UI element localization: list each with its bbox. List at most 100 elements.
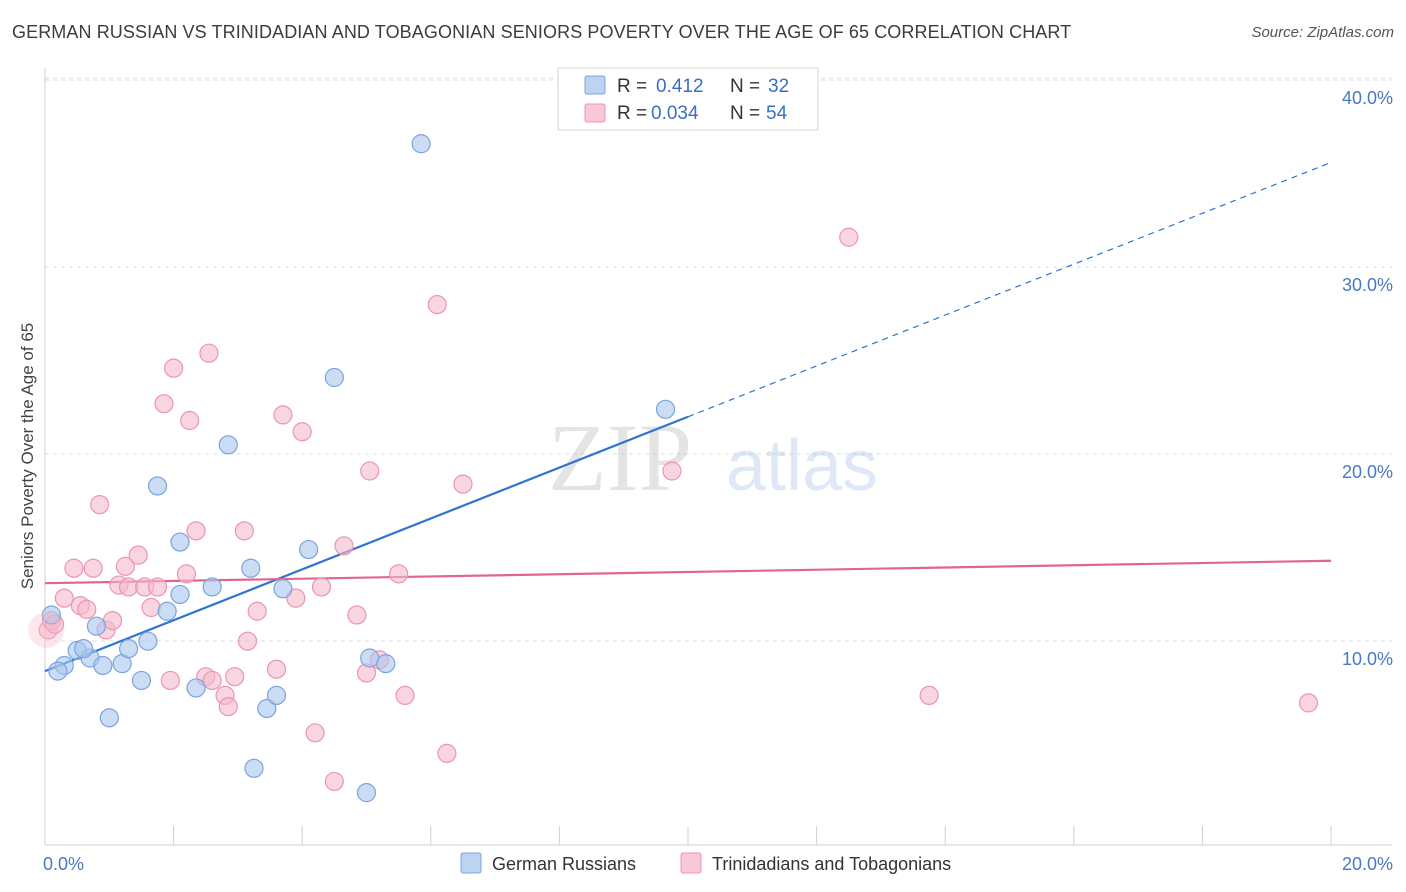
point-german-russian [73, 639, 94, 659]
point-trinidadian [225, 667, 245, 687]
source-label: Source: ZipAtlas.com [1251, 24, 1394, 41]
x-tick-labels: 0.0% 20.0% [43, 854, 1393, 874]
legend-r-value-1: 0.412 [656, 76, 704, 97]
watermark: ZIP atlas [548, 404, 878, 511]
point-german-russian [266, 685, 287, 706]
point-german-russian [118, 639, 139, 659]
legend-n-label-2: N = [730, 103, 760, 124]
point-trinidadian [141, 597, 161, 618]
point-trinidadian [919, 685, 939, 706]
legend-r-label-2: R = [617, 103, 647, 124]
point-german-russian [241, 558, 261, 578]
trend-lines [44, 161, 1332, 673]
point-trinidadian [102, 610, 123, 631]
point-german-russian [41, 605, 62, 625]
point-trinidadian [305, 723, 325, 743]
point-trinidadian [389, 564, 409, 584]
point-trinidadian [395, 685, 415, 706]
point-trinidadian [176, 564, 197, 584]
point-german-russian [186, 678, 206, 698]
point-trinidadian [453, 474, 473, 494]
point-trinidadian [77, 599, 97, 619]
point-german-russian [48, 661, 68, 681]
point-trinidadian [437, 743, 457, 763]
point-german-russian [147, 476, 168, 496]
point-trinidadian-cluster [28, 611, 65, 648]
y-tick-label: 40.0% [1342, 88, 1393, 108]
point-trinidadian [218, 697, 238, 717]
point-german-russian [170, 532, 190, 552]
point-trinidadian [199, 343, 219, 363]
point-trinidadian [311, 577, 332, 597]
point-trinidadian [237, 631, 258, 651]
y-tick-label: 20.0% [1342, 462, 1393, 482]
trend-line-extension [687, 161, 1332, 418]
point-trinidadian [83, 558, 103, 578]
y-tick-label: 30.0% [1342, 275, 1393, 295]
point-trinidadian [234, 521, 254, 541]
point-german-russian [131, 670, 152, 691]
x-tick-label: 0.0% [43, 854, 84, 874]
point-trinidadian [154, 394, 174, 414]
point-trinidadian [427, 294, 447, 315]
point-trinidadian [90, 495, 110, 515]
point-trinidadian [186, 521, 206, 541]
x-tick-label: 20.0% [1342, 854, 1393, 874]
point-trinidadian [360, 461, 380, 481]
point-german-russian [257, 698, 277, 719]
legend-n-label-1: N = [730, 76, 760, 97]
legend-n-value-2: 54 [766, 103, 788, 124]
point-trinidadian [273, 405, 293, 425]
point-german-russian [356, 783, 377, 803]
chart-title: GERMAN RUSSIAN VS TRINIDADIAN AND TOBAGO… [12, 22, 1072, 42]
point-german-russian [244, 758, 264, 778]
point-german-russian [218, 435, 238, 455]
series-label-trinidadians: Trinidadians and Tobagonians [712, 854, 951, 874]
legend-r-label-1: R = [617, 76, 647, 97]
point-german-russian [411, 134, 431, 154]
point-trinidadian [115, 556, 135, 576]
point-trinidadian [147, 577, 168, 597]
point-german-russian [360, 648, 380, 668]
point-trinidadian [118, 577, 139, 597]
point-trinidadian [292, 422, 312, 442]
point-german-russian [273, 579, 293, 599]
point-trinidadian [247, 601, 267, 621]
point-trinidadian [839, 227, 859, 247]
y-tick-label: 10.0% [1342, 649, 1393, 669]
series-swatch-trinidadians [680, 852, 702, 874]
point-trinidadian [202, 670, 222, 691]
watermark-zip: ZIP [548, 404, 692, 511]
point-trinidadian [334, 536, 354, 556]
series-legend: German Russians Trinidadians and Tobagon… [460, 852, 951, 874]
legend-r-value-2: 0.034 [651, 103, 699, 124]
point-trinidadian [286, 588, 306, 608]
trend-line-german-russians [44, 415, 689, 673]
point-trinidadian [180, 410, 200, 431]
point-trinidadian [54, 588, 74, 608]
point-trinidadian [164, 358, 184, 378]
point-german-russian [202, 577, 222, 597]
point-trinidadian [347, 605, 367, 625]
point-german-russian [299, 539, 319, 560]
y-axis-title: Seniors Poverty Over the Age of 65 [18, 323, 37, 589]
grid-lines [45, 77, 1392, 642]
y-tick-labels: 10.0% 20.0% 30.0% 40.0% [1342, 88, 1393, 669]
point-german-russian [157, 601, 177, 621]
axes [44, 68, 1392, 846]
series-swatch-german-russians [460, 852, 482, 874]
legend-n-value-1: 32 [768, 76, 789, 97]
point-trinidadian [64, 558, 84, 578]
legend-swatch-blue [584, 75, 606, 95]
point-trinidadian [128, 545, 148, 565]
trend-line-trinidadians [44, 559, 1332, 585]
point-german-russian [99, 708, 119, 728]
point-trinidadian [1298, 693, 1319, 713]
stats-legend: R = 0.412 N = 32 R = 0.034 N = 54 [557, 67, 819, 131]
point-german-russian [93, 655, 113, 676]
series-label-german-russians: German Russians [492, 854, 636, 874]
point-german-russian [138, 631, 158, 651]
point-trinidadian [662, 461, 682, 481]
point-trinidadian [160, 670, 180, 691]
point-german-russian [86, 616, 107, 636]
